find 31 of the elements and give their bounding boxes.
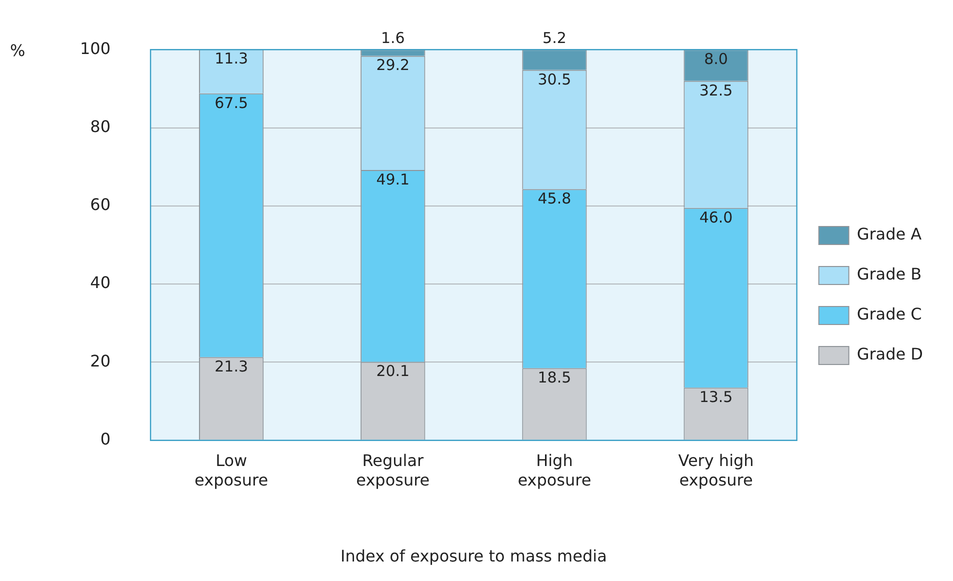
x-axis-title: Index of exposure to mass media [340, 546, 607, 566]
data-label: 45.8 [538, 190, 572, 208]
y-tick-label: 80 [90, 116, 111, 136]
legend-label: Grade A [856, 224, 922, 244]
y-tick-label: 100 [80, 38, 111, 58]
legend-label: Grade D [856, 344, 923, 364]
data-label: 49.1 [376, 170, 410, 188]
y-axis-title: % [10, 40, 26, 60]
data-label: 1.6 [380, 28, 405, 47]
x-tick-label: Very high exposure [678, 451, 754, 490]
data-label: 32.5 [699, 81, 733, 100]
legend-label: Grade C [856, 304, 922, 324]
y-tick-label: 0 [100, 430, 111, 449]
data-label: 29.2 [376, 56, 410, 74]
y-tick-label: 60 [90, 195, 111, 214]
data-label: 30.5 [538, 70, 572, 88]
x-tick-label: Low exposure [194, 451, 268, 490]
y-tick-label: 20 [90, 351, 111, 370]
x-tick-label: High exposure [518, 451, 592, 490]
data-label: 46.0 [699, 208, 733, 226]
data-label: 67.5 [214, 94, 248, 112]
data-label: 21.3 [214, 358, 248, 376]
x-tick-label: Regular exposure [356, 451, 430, 490]
data-label: 13.5 [699, 388, 733, 406]
data-label: 18.5 [538, 368, 572, 386]
data-label: 8.0 [704, 50, 728, 68]
data-label: 11.3 [214, 50, 248, 68]
data-label: 20.1 [376, 362, 410, 380]
y-tick-label: 40 [90, 273, 111, 292]
data-label: 5.2 [542, 28, 566, 47]
legend-label: Grade B [856, 264, 922, 284]
